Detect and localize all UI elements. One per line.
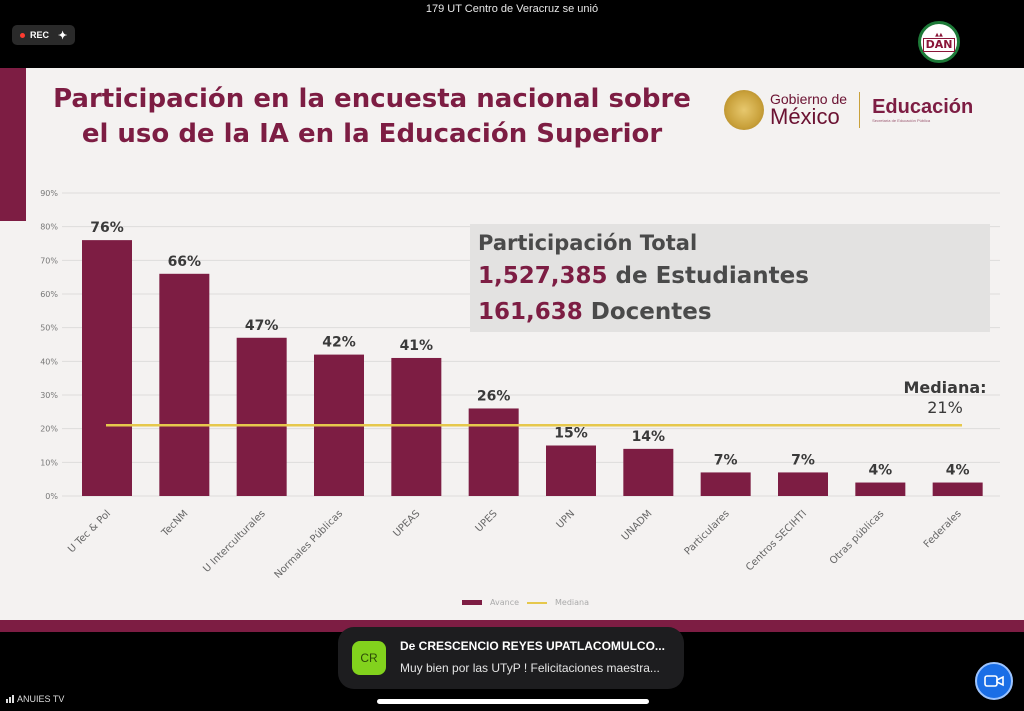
slide-accent-bar bbox=[0, 68, 26, 221]
presentation-slide: Participación en la encuesta nacional so… bbox=[0, 68, 1024, 632]
category-label: U Tec & Pol bbox=[66, 508, 113, 555]
y-tick-label: 60% bbox=[40, 290, 58, 299]
national-seal-icon bbox=[724, 90, 764, 130]
legend-label-avance: Avance bbox=[490, 598, 520, 607]
bar bbox=[236, 337, 287, 496]
rec-indicator[interactable]: REC ✦ bbox=[12, 25, 76, 45]
participation-bar-chart: 0% 10% 20% 30% 40% 50% 60% 70% 80% 90% 76% U Tec &… bbox=[40, 189, 1000, 581]
data-label: 14% bbox=[632, 429, 666, 445]
bar bbox=[855, 482, 906, 496]
slide-title: Participación en la encuesta nacional so… bbox=[32, 82, 712, 152]
slide-bottom-band bbox=[0, 620, 1024, 632]
bar bbox=[546, 445, 596, 496]
category-label: UPN bbox=[555, 508, 578, 531]
data-label: 26% bbox=[477, 388, 511, 404]
data-label: 7% bbox=[791, 452, 815, 468]
data-label: 47% bbox=[245, 318, 279, 334]
y-tick-label: 20% bbox=[40, 425, 58, 434]
data-label: 7% bbox=[714, 452, 738, 468]
data-label: 15% bbox=[554, 426, 588, 442]
top-bar: 179 UT Centro de Veracruz se unió REC ✦ … bbox=[0, 0, 1024, 68]
dan-logo: ▲▲ DAN bbox=[918, 21, 960, 63]
gobierno-logo: Gobierno de México Educación Secretaría … bbox=[724, 90, 973, 130]
bar bbox=[391, 357, 442, 496]
category-label: U Interculturales bbox=[201, 508, 267, 574]
bar bbox=[468, 408, 519, 496]
students-count: 1,527,385 bbox=[478, 263, 608, 289]
students-label: de Estudiantes bbox=[615, 263, 809, 289]
y-tick-label: 30% bbox=[40, 391, 58, 400]
y-tick-label: 70% bbox=[40, 256, 58, 265]
home-indicator[interactable] bbox=[377, 699, 649, 704]
chart-legend: Avance Mediana bbox=[462, 598, 589, 607]
bar bbox=[778, 472, 828, 496]
avatar: CR bbox=[352, 641, 386, 675]
y-tick-label: 0% bbox=[45, 492, 58, 501]
category-label: Otras públicas bbox=[827, 508, 886, 567]
bar bbox=[159, 273, 210, 496]
toast-message: Muy bien por las UTyP ! Felicitaciones m… bbox=[400, 661, 660, 675]
video-camera-button[interactable] bbox=[975, 662, 1013, 700]
category-label: UPES bbox=[474, 508, 500, 534]
legend-label-mediana: Mediana bbox=[555, 598, 590, 607]
data-label: 76% bbox=[90, 220, 124, 236]
chat-toast[interactable]: CR De CRESCENCIO REYES UPATLACOMULCO... … bbox=[338, 627, 684, 689]
totals-heading: Participación Total bbox=[478, 231, 698, 255]
bar bbox=[82, 240, 132, 496]
legend-swatch-mediana bbox=[527, 601, 548, 604]
video-camera-icon bbox=[984, 675, 1004, 687]
category-label: UNADM bbox=[620, 508, 655, 543]
teachers-count: 161,638 bbox=[478, 299, 583, 325]
category-label: Centros SECIHTI bbox=[744, 508, 809, 573]
gob-line1: Gobierno de bbox=[770, 91, 848, 107]
recording-dot-icon bbox=[20, 32, 25, 38]
bar bbox=[932, 482, 983, 496]
logo-divider bbox=[859, 92, 861, 128]
bar bbox=[623, 448, 674, 496]
median-value: 21% bbox=[927, 398, 963, 417]
slide-title-line2: el uso de la IA en la Educación Superior bbox=[81, 119, 663, 149]
edu-line1: Educación bbox=[872, 96, 974, 118]
category-label: Particulares bbox=[683, 508, 732, 557]
y-tick-label: 40% bbox=[40, 357, 58, 366]
channel-name: ANUIES TV bbox=[17, 694, 65, 704]
y-tick-label: 80% bbox=[40, 223, 58, 232]
median-title: Mediana: bbox=[903, 378, 987, 397]
category-label: UPEAS bbox=[391, 508, 422, 539]
channel-label: ANUIES TV bbox=[6, 694, 64, 704]
data-label: 66% bbox=[168, 254, 202, 270]
slide-title-line1: Participación en la encuesta nacional so… bbox=[53, 84, 691, 114]
join-notice: 179 UT Centro de Veracruz se unió bbox=[425, 3, 599, 15]
median-label: Mediana: 21% bbox=[890, 378, 1000, 418]
data-label: 41% bbox=[400, 338, 434, 354]
data-label: 42% bbox=[322, 335, 356, 351]
dan-logo-text: DAN bbox=[922, 38, 956, 52]
data-label: 4% bbox=[946, 463, 970, 479]
signal-bars-icon bbox=[6, 695, 14, 703]
rec-label: REC bbox=[30, 30, 50, 40]
category-label: Federales bbox=[922, 508, 964, 550]
gob-line2: México bbox=[770, 104, 840, 129]
y-tick-label: 10% bbox=[40, 458, 58, 467]
y-tick-label: 90% bbox=[40, 189, 58, 198]
sparkle-icon[interactable]: ✦ bbox=[58, 29, 68, 42]
totals-box: Participación Total 1,527,385 de Estudia… bbox=[470, 224, 990, 332]
bar bbox=[700, 472, 751, 496]
teachers-label: Docentes bbox=[590, 299, 712, 325]
toast-sender: De CRESCENCIO REYES UPATLACOMULCO... bbox=[400, 639, 665, 653]
category-label: TecNM bbox=[159, 508, 190, 539]
edu-line2: Secretaría de Educación Pública bbox=[872, 118, 931, 123]
legend-swatch-avance bbox=[462, 600, 482, 605]
category-label: Normales Públicas bbox=[272, 508, 345, 581]
data-label: 4% bbox=[868, 463, 892, 479]
y-tick-label: 50% bbox=[40, 324, 58, 333]
